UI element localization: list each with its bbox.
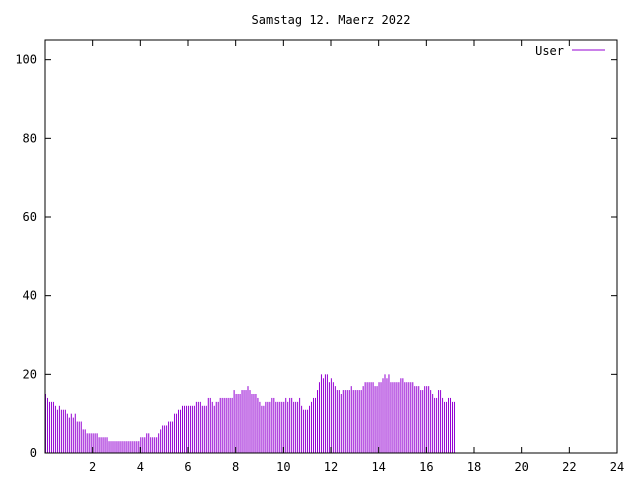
y-tick-label: 20 [23,367,37,381]
y-tick-label: 0 [30,446,37,460]
y-tick-label: 100 [15,53,37,67]
x-tick-label: 24 [610,460,624,474]
x-axis: 2 4 6 8 10 12 14 16 18 20 22 24 [89,40,624,474]
x-tick-label: 22 [562,460,576,474]
y-tick-label: 60 [23,210,37,224]
x-tick-label: 12 [324,460,338,474]
x-tick-label: 10 [276,460,290,474]
legend: User [535,44,605,58]
y-tick-label: 40 [23,289,37,303]
x-tick-label: 8 [232,460,239,474]
x-tick-label: 6 [184,460,191,474]
x-tick-label: 2 [89,460,96,474]
plot-frame [44,39,618,454]
x-tick-label: 16 [419,460,433,474]
legend-label-user: User [535,44,564,58]
chart-title: Samstag 12. Maerz 2022 [252,13,411,27]
x-tick-label: 18 [467,460,481,474]
y-tick-label: 80 [23,131,37,145]
bar-series [45,374,455,453]
x-tick-label: 14 [371,460,385,474]
y-axis: 0 20 40 60 80 100 [15,53,617,460]
x-tick-label: 4 [137,460,144,474]
x-tick-label: 20 [514,460,528,474]
